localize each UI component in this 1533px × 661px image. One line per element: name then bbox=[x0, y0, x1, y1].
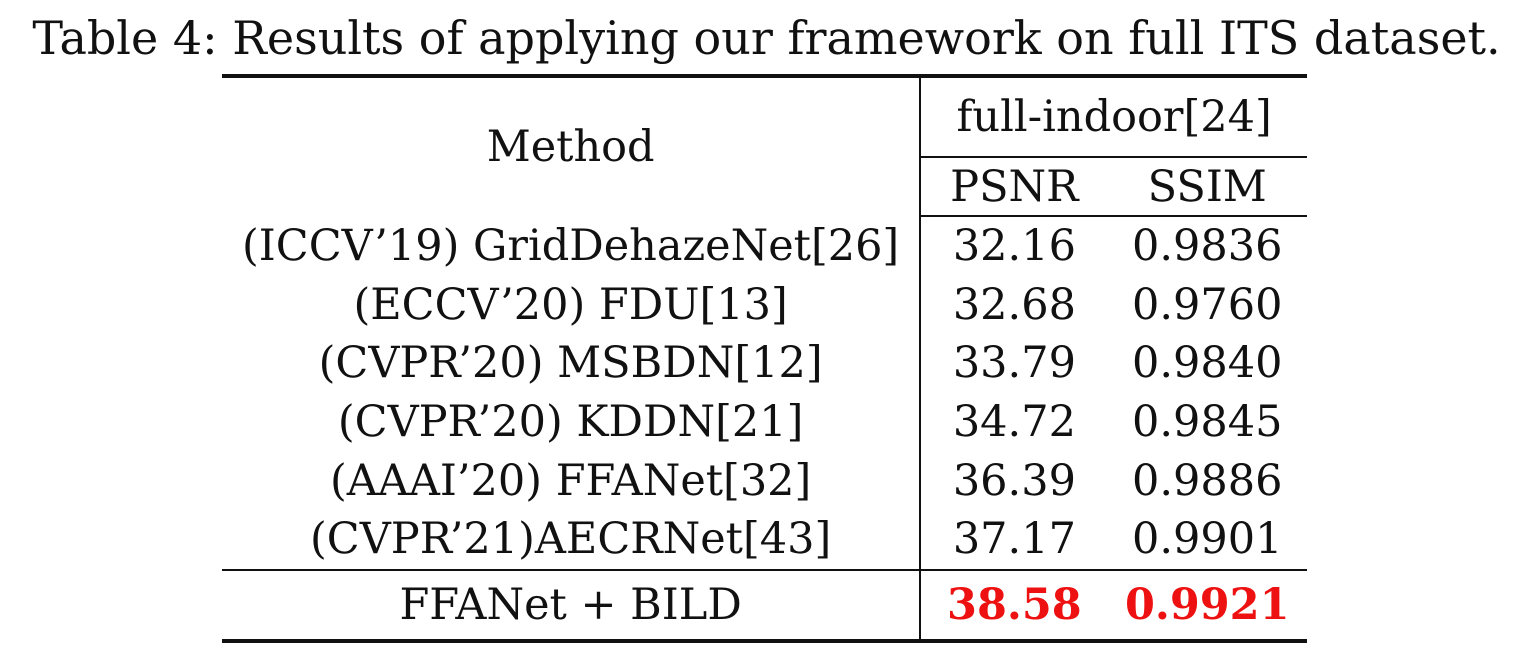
psnr-cell: 33.79 bbox=[952, 338, 1076, 389]
table-row: (CVPR’21)AECRNet[43] 37.17 0.9901 bbox=[222, 509, 1307, 571]
ssim-cell: 0.9840 bbox=[1132, 338, 1283, 389]
method-cell: (ECCV’20) FDU[13] bbox=[222, 275, 922, 335]
psnr-cell: 36.39 bbox=[952, 455, 1076, 506]
ssim-cell: 0.9836 bbox=[1132, 221, 1283, 272]
ours-row: FFANet + BILD 38.58 0.9921 bbox=[222, 569, 1307, 641]
ssim-cell: 0.9760 bbox=[1132, 279, 1283, 330]
method-header: Method bbox=[222, 76, 922, 216]
ours-ssim-cell: 0.9921 bbox=[1124, 579, 1290, 630]
header-row-2: PSNR SSIM bbox=[222, 157, 1307, 217]
psnr-cell: 32.16 bbox=[952, 221, 1076, 272]
results-table-container: Method full-indoor[24] PSNR SSIM (ICCV’1… bbox=[222, 74, 1307, 643]
method-cell: (CVPR’21)AECRNet[43] bbox=[222, 509, 922, 571]
psnr-cell: 37.17 bbox=[920, 509, 1108, 571]
table-row: (ICCV’19) GridDehazeNet[26] 32.16 0.9836 bbox=[222, 216, 1307, 276]
method-cell: (ICCV’19) GridDehazeNet[26] bbox=[222, 216, 922, 276]
table-row: (CVPR’20) KDDN[21] 34.72 0.9845 bbox=[222, 392, 1307, 452]
ssim-cell: 0.9886 bbox=[1132, 455, 1283, 506]
results-table: Method full-indoor[24] PSNR SSIM (ICCV’1… bbox=[222, 74, 1307, 643]
method-cell: (CVPR’20) KDDN[21] bbox=[222, 392, 922, 452]
header-row-1: Method full-indoor[24] bbox=[222, 76, 1307, 216]
method-cell: (CVPR’20) MSBDN[12] bbox=[222, 334, 922, 393]
psnr-cell: 32.68 bbox=[952, 279, 1076, 330]
psnr-cell: 34.72 bbox=[952, 397, 1076, 448]
ssim-cell: 0.9845 bbox=[1132, 397, 1283, 448]
table-row: (AAAI’20) FFANet[32] 36.39 0.9886 bbox=[222, 451, 1307, 510]
ssim-header: SSIM bbox=[1107, 157, 1307, 217]
table-row: (CVPR’20) MSBDN[12] 33.79 0.9840 bbox=[222, 334, 1307, 393]
ours-method-cell: FFANet + BILD bbox=[222, 569, 922, 641]
ours-psnr-cell: 38.58 bbox=[947, 579, 1082, 630]
table-row: (ECCV’20) FDU[13] 32.68 0.9760 bbox=[222, 275, 1307, 335]
ssim-cell: 0.9901 bbox=[1107, 509, 1307, 571]
dataset-header: full-indoor[24] bbox=[920, 76, 1307, 158]
method-cell: (AAAI’20) FFANet[32] bbox=[222, 451, 922, 510]
psnr-header: PSNR bbox=[920, 157, 1108, 217]
table-caption: Table 4: Results of applying our framewo… bbox=[32, 11, 1501, 65]
